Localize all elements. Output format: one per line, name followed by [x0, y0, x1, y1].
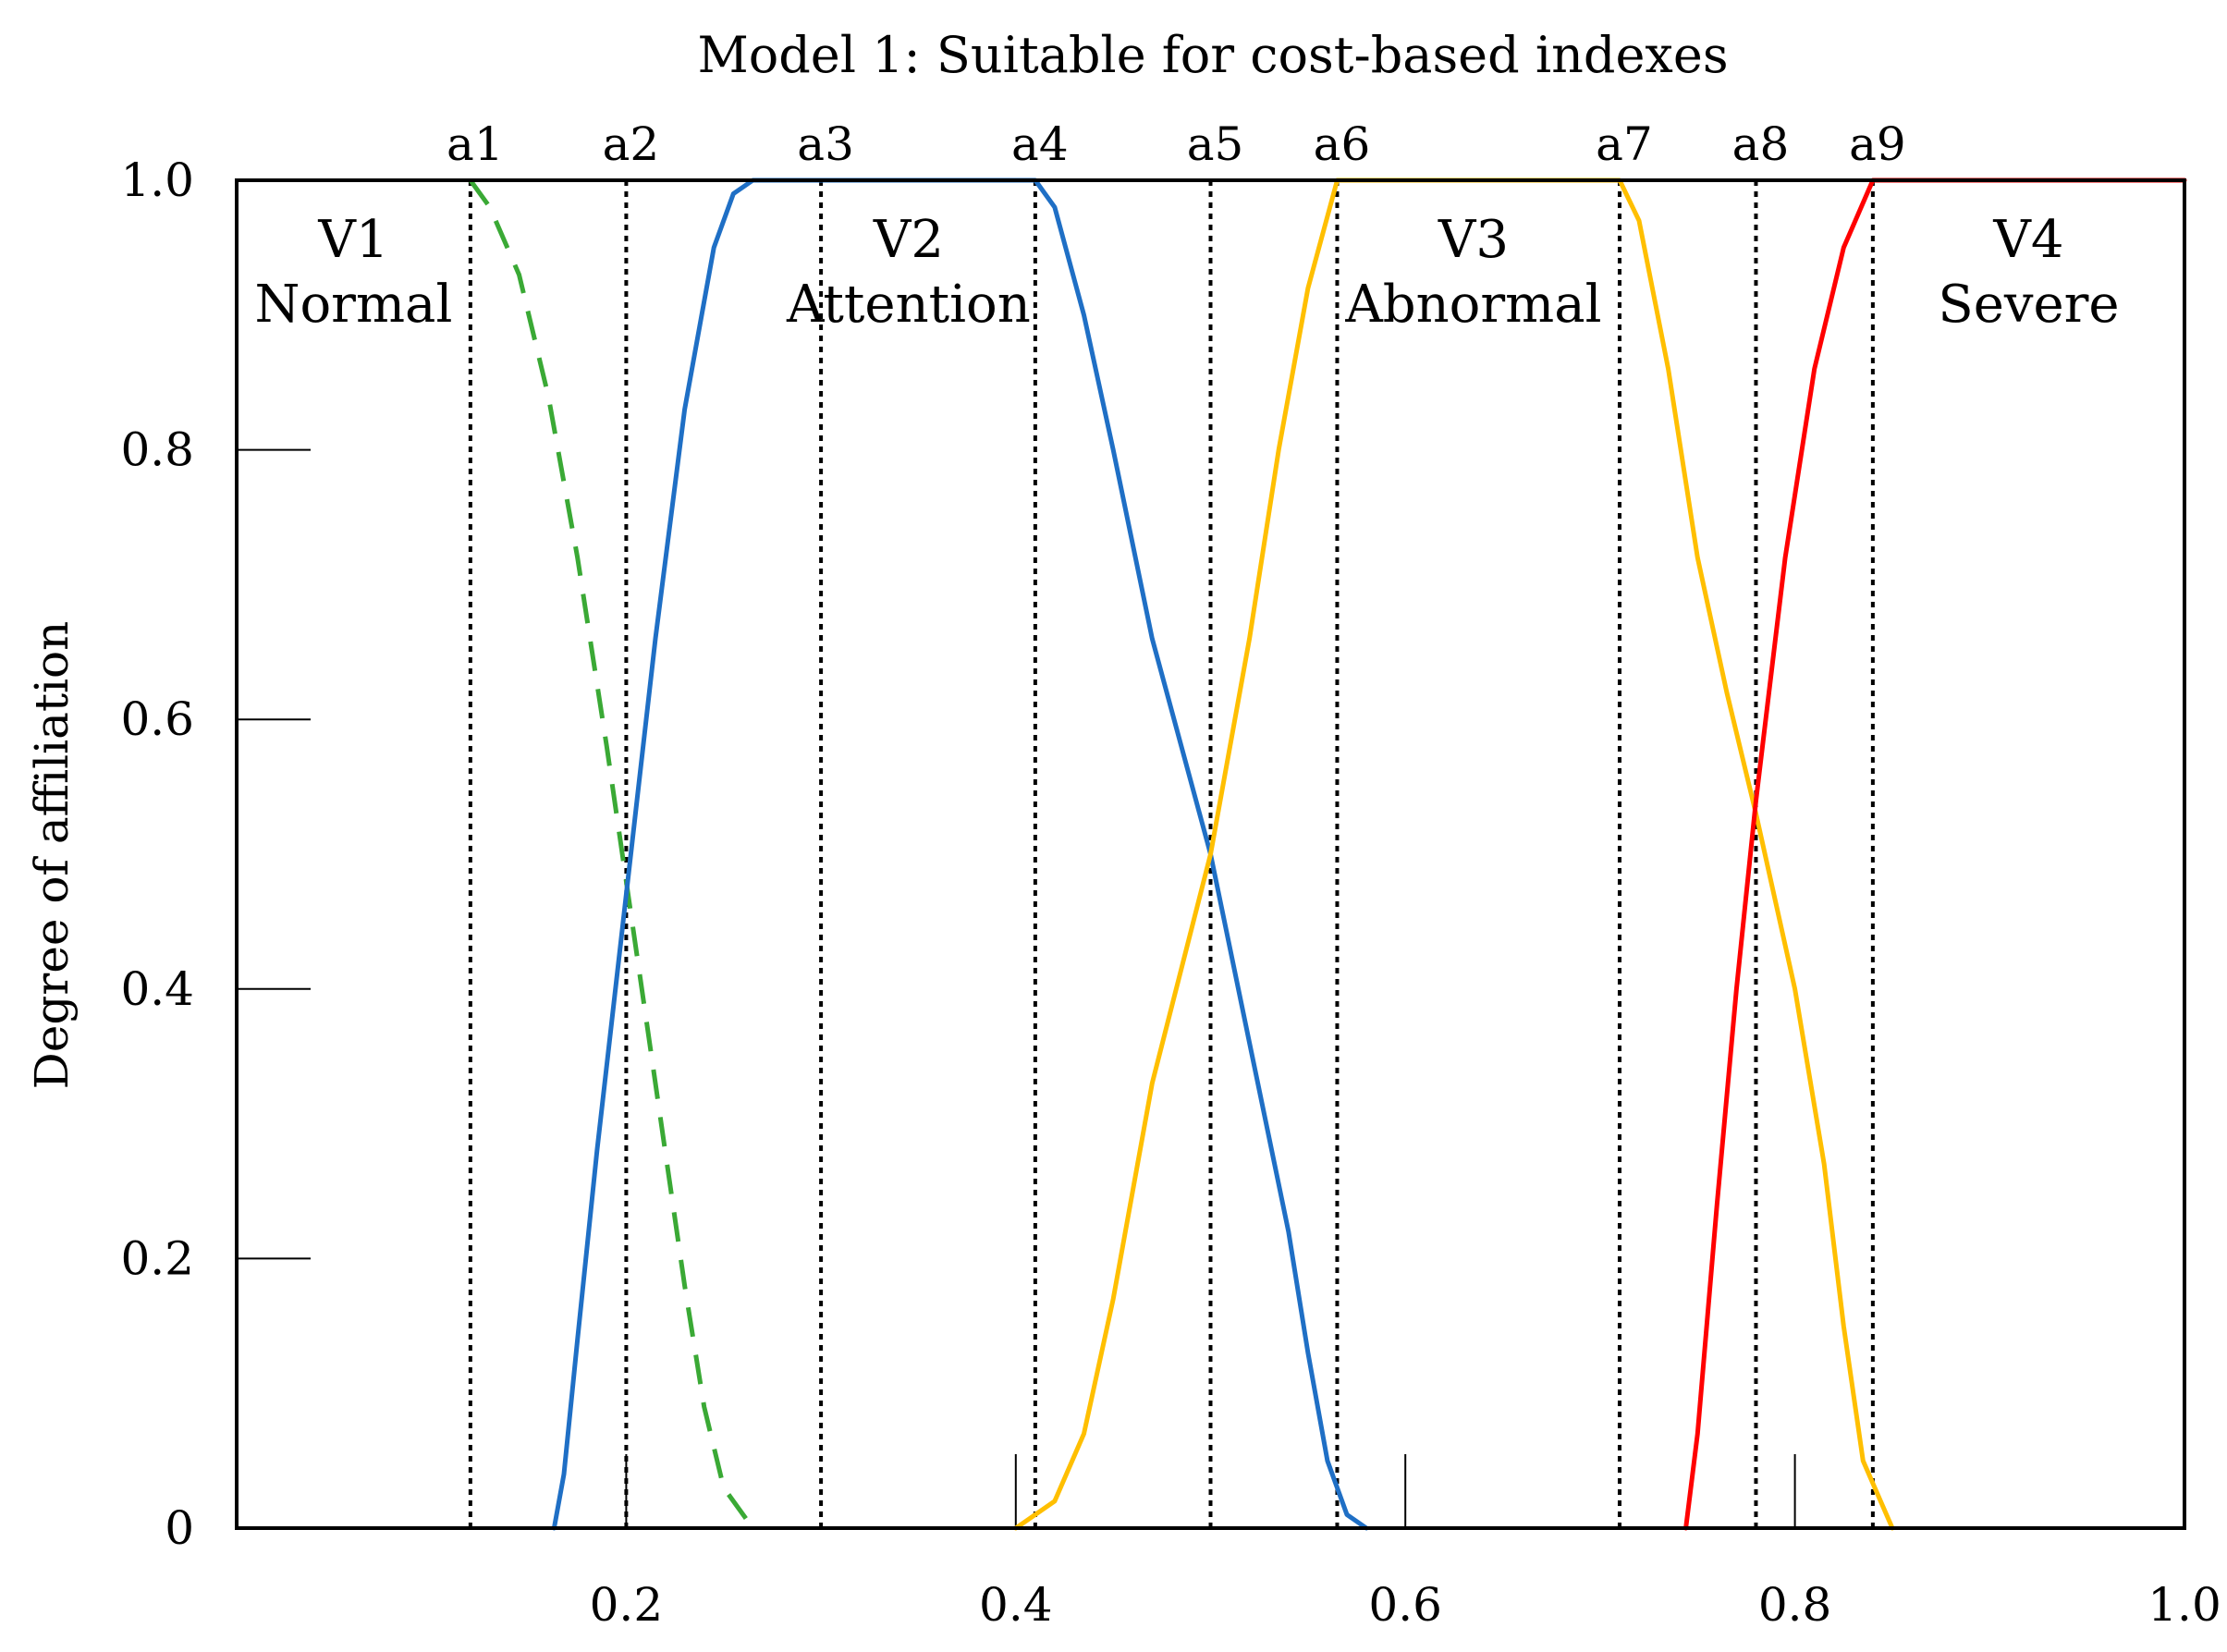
threshold-label-a3: a3	[797, 117, 854, 171]
y-tick-label: 0.2	[120, 1231, 194, 1285]
y-tick-label: 0	[165, 1501, 194, 1555]
tick-layer: 0 0.2 0.4 0.6 0.8 1.0 0.2 0.4 0.6 0.8 1.0	[120, 153, 2221, 1632]
region-name: Attention	[786, 275, 1031, 335]
y-tick-label: 1.0	[120, 153, 194, 207]
threshold-label-a8: a8	[1732, 117, 1790, 171]
threshold-label-a9: a9	[1849, 117, 1906, 171]
x-tick-label: 0.8	[1758, 1578, 1832, 1632]
region-code: V1	[317, 210, 388, 270]
x-tick-label: 1.0	[2147, 1578, 2221, 1632]
series-line-1	[468, 178, 755, 1530]
threshold-layer: a1 a2 a3 a4 a5 a6 a7 a8 a9	[447, 117, 1906, 1528]
region-name: Normal	[254, 275, 452, 335]
series-line-2	[551, 177, 1369, 1531]
x-tick-label: 0.4	[979, 1578, 1053, 1632]
threshold-label-a6: a6	[1314, 117, 1371, 171]
x-tick-label: 0.2	[590, 1578, 664, 1632]
threshold-label-a2: a2	[603, 117, 660, 171]
y-tick-label: 0.4	[120, 962, 194, 1016]
region-name: Abnormal	[1344, 275, 1601, 335]
y-tick-label: 0.8	[120, 423, 194, 477]
threshold-label-a5: a5	[1187, 117, 1244, 171]
series-layer	[468, 177, 2187, 1531]
y-tick-label: 0.6	[120, 692, 194, 746]
region-name: Severe	[1938, 275, 2119, 335]
plot-frame	[235, 178, 2186, 1530]
region-code: V2	[873, 210, 944, 270]
series-line-3	[1013, 177, 1895, 1531]
y-axis-label: Degree of affiliation	[25, 621, 79, 1090]
threshold-label-a7: a7	[1596, 117, 1653, 171]
chart-title: Model 1: Suitable for cost-based indexes	[697, 26, 1728, 84]
x-tick-label: 0.6	[1368, 1578, 1442, 1632]
region-code: V4	[1992, 210, 2063, 270]
threshold-label-a4: a4	[1011, 117, 1069, 171]
region-code: V3	[1438, 210, 1509, 270]
threshold-label-a1: a1	[447, 117, 504, 171]
series-line-4	[1683, 177, 2187, 1531]
